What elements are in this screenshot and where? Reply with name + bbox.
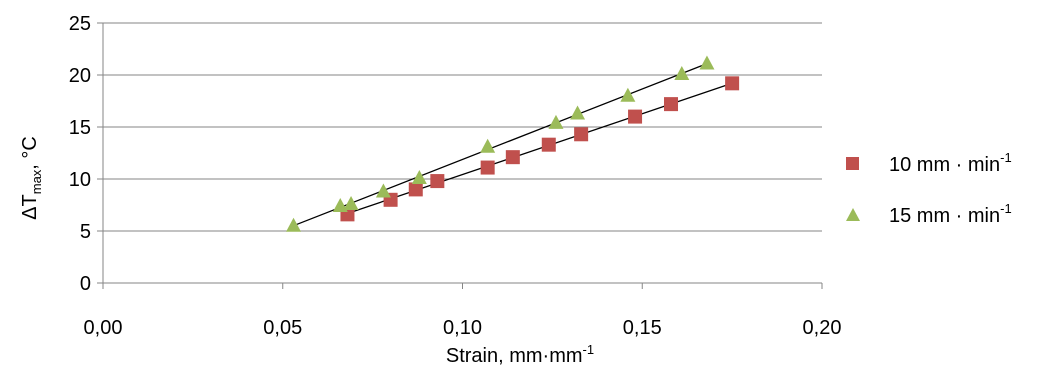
legend-label-15mm: 15 mm · min-1 [889,201,1012,227]
point-10mm [725,76,740,91]
x-tick-label: 0,00 [84,317,123,339]
point-15mm [548,114,564,129]
legend-item-15mm: 15 mm · min-1 [846,201,1012,227]
point-15mm [411,169,427,184]
point-15mm [699,55,715,70]
point-15mm [480,138,496,153]
legend-item-10mm: 10 mm · min-1 [846,150,1012,176]
axes [97,22,823,289]
x-tick-label: 0,20 [803,317,842,339]
point-10mm [574,127,589,142]
point-10mm [664,97,679,112]
y-tick-label: 0 [80,273,91,295]
y-axis-label-prefix: ΔT [19,194,41,220]
y-tick-label: 15 [69,117,91,139]
y-axis-label-suffix: , °C [19,136,41,170]
point-10mm [628,109,643,124]
legend-label-15mm-main: 15 mm · min [889,205,1000,227]
y-tick-label: 5 [80,221,91,243]
y-axis-label-sub: max [29,169,44,194]
y-tick-label: 25 [69,13,91,35]
legend-marker-square [846,157,859,170]
legend-label-10mm-main: 10 mm · min [889,154,1000,176]
point-10mm [430,174,445,189]
x-axis-label-main: Strain, mm·mm [446,345,583,367]
point-10mm [480,160,495,175]
point-15mm [343,195,359,210]
x-tick-label: 0,10 [443,317,482,339]
legend-label-10mm: 10 mm · min-1 [889,150,1012,176]
legend-label-15mm-sup: -1 [1000,201,1012,216]
y-tick-label: 10 [69,169,91,191]
point-15mm [674,65,690,80]
legend-marker-triangle [846,208,860,221]
point-15mm [332,198,348,213]
point-15mm [620,87,636,102]
data-points [286,55,740,232]
trendlines [293,63,733,227]
legend-label-10mm-sup: -1 [1000,150,1012,165]
x-tick-label: 0,15 [623,317,662,339]
point-15mm [570,105,586,120]
y-tick-label: 20 [69,65,91,87]
y-axis-label: ΔTmax, °C [19,136,44,220]
point-15mm [375,183,391,198]
point-10mm [505,150,520,165]
x-axis-label-sup: -1 [583,342,595,357]
x-axis-label: Strain, mm·mm-1 [446,342,594,367]
tick-labels: 0 5 10 15 20 25 0,00 0,05 0,10 0,15 0,20 [69,13,842,339]
gridlines [103,22,822,232]
point-10mm [541,137,556,152]
legend: 10 mm · min-1 15 mm · min-1 [846,150,1012,227]
point-15mm [286,217,302,232]
x-tick-label: 0,05 [263,317,302,339]
point-10mm [408,182,423,197]
trendline-series-1 [293,63,708,227]
